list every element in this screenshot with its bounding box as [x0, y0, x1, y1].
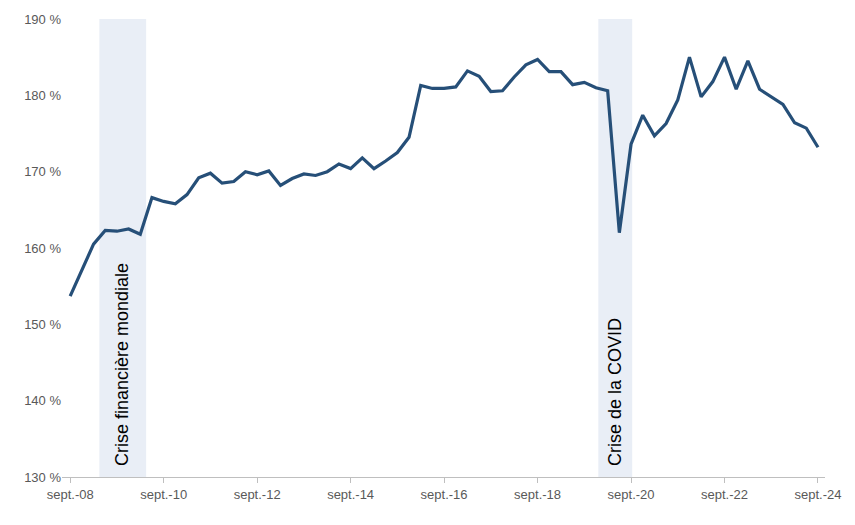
svg-text:sept.-10: sept.-10 — [140, 487, 187, 502]
svg-text:sept.-14: sept.-14 — [327, 487, 374, 502]
svg-text:190 %: 190 % — [24, 12, 61, 27]
svg-text:sept.-12: sept.-12 — [234, 487, 281, 502]
svg-text:sept.-24: sept.-24 — [794, 487, 841, 502]
svg-text:180 %: 180 % — [24, 88, 61, 103]
svg-text:130 %: 130 % — [24, 470, 61, 485]
svg-text:sept.-18: sept.-18 — [514, 487, 561, 502]
svg-text:sept.-20: sept.-20 — [608, 487, 655, 502]
svg-text:140 %: 140 % — [24, 393, 61, 408]
svg-text:sept.-08: sept.-08 — [47, 487, 94, 502]
svg-text:150 %: 150 % — [24, 317, 61, 332]
svg-text:170 %: 170 % — [24, 164, 61, 179]
svg-text:Crise de la COVID: Crise de la COVID — [605, 318, 625, 466]
svg-text:160 %: 160 % — [24, 241, 61, 256]
svg-text:sept.-22: sept.-22 — [701, 487, 748, 502]
svg-text:sept.-16: sept.-16 — [421, 487, 468, 502]
svg-text:Crise financière mondiale: Crise financière mondiale — [112, 263, 132, 466]
